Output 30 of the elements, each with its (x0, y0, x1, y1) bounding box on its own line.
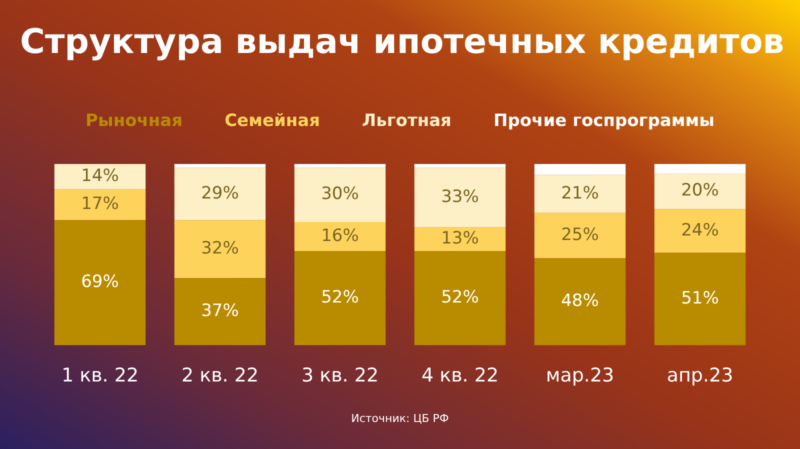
data-label: 16% (321, 226, 359, 246)
data-label: 51% (681, 288, 719, 308)
data-label: 21% (561, 183, 599, 204)
data-label: 29% (201, 183, 239, 204)
data-label: 14% (81, 166, 119, 186)
x-tick-label: 1 кв. 22 (61, 364, 139, 387)
data-label: 32% (201, 238, 239, 259)
data-label: 30% (321, 184, 359, 204)
data-label: 25% (561, 224, 599, 245)
data-label: 52% (321, 288, 359, 308)
data-label: 24% (681, 220, 719, 240)
chart-title: Структура выдач ипотечных кредитов (20, 22, 784, 62)
data-label: 20% (681, 180, 719, 201)
text: Семейная (224, 111, 320, 131)
data-label: 17% (81, 194, 119, 214)
text: Льготная (362, 111, 452, 131)
data-label: 52% (441, 288, 479, 308)
x-tick-label: 2 кв. 22 (181, 364, 259, 387)
series-label: Прочие госпрограммы (493, 111, 714, 131)
data-label: 37% (201, 301, 239, 322)
text: Источник: ЦБ РФ (350, 412, 450, 425)
x-tick-label: 4 кв. 22 (421, 364, 499, 387)
x-tick-label: апр.23 (666, 364, 734, 387)
x-tick-label: мар.23 (546, 364, 614, 387)
data-label: 13% (441, 228, 479, 249)
x-tick-label: 3 кв. 22 (301, 364, 379, 387)
data-label: 48% (561, 291, 599, 312)
text: Рыночная (86, 111, 183, 131)
data-label: 69% (81, 272, 119, 292)
data-label: 33% (441, 186, 479, 207)
